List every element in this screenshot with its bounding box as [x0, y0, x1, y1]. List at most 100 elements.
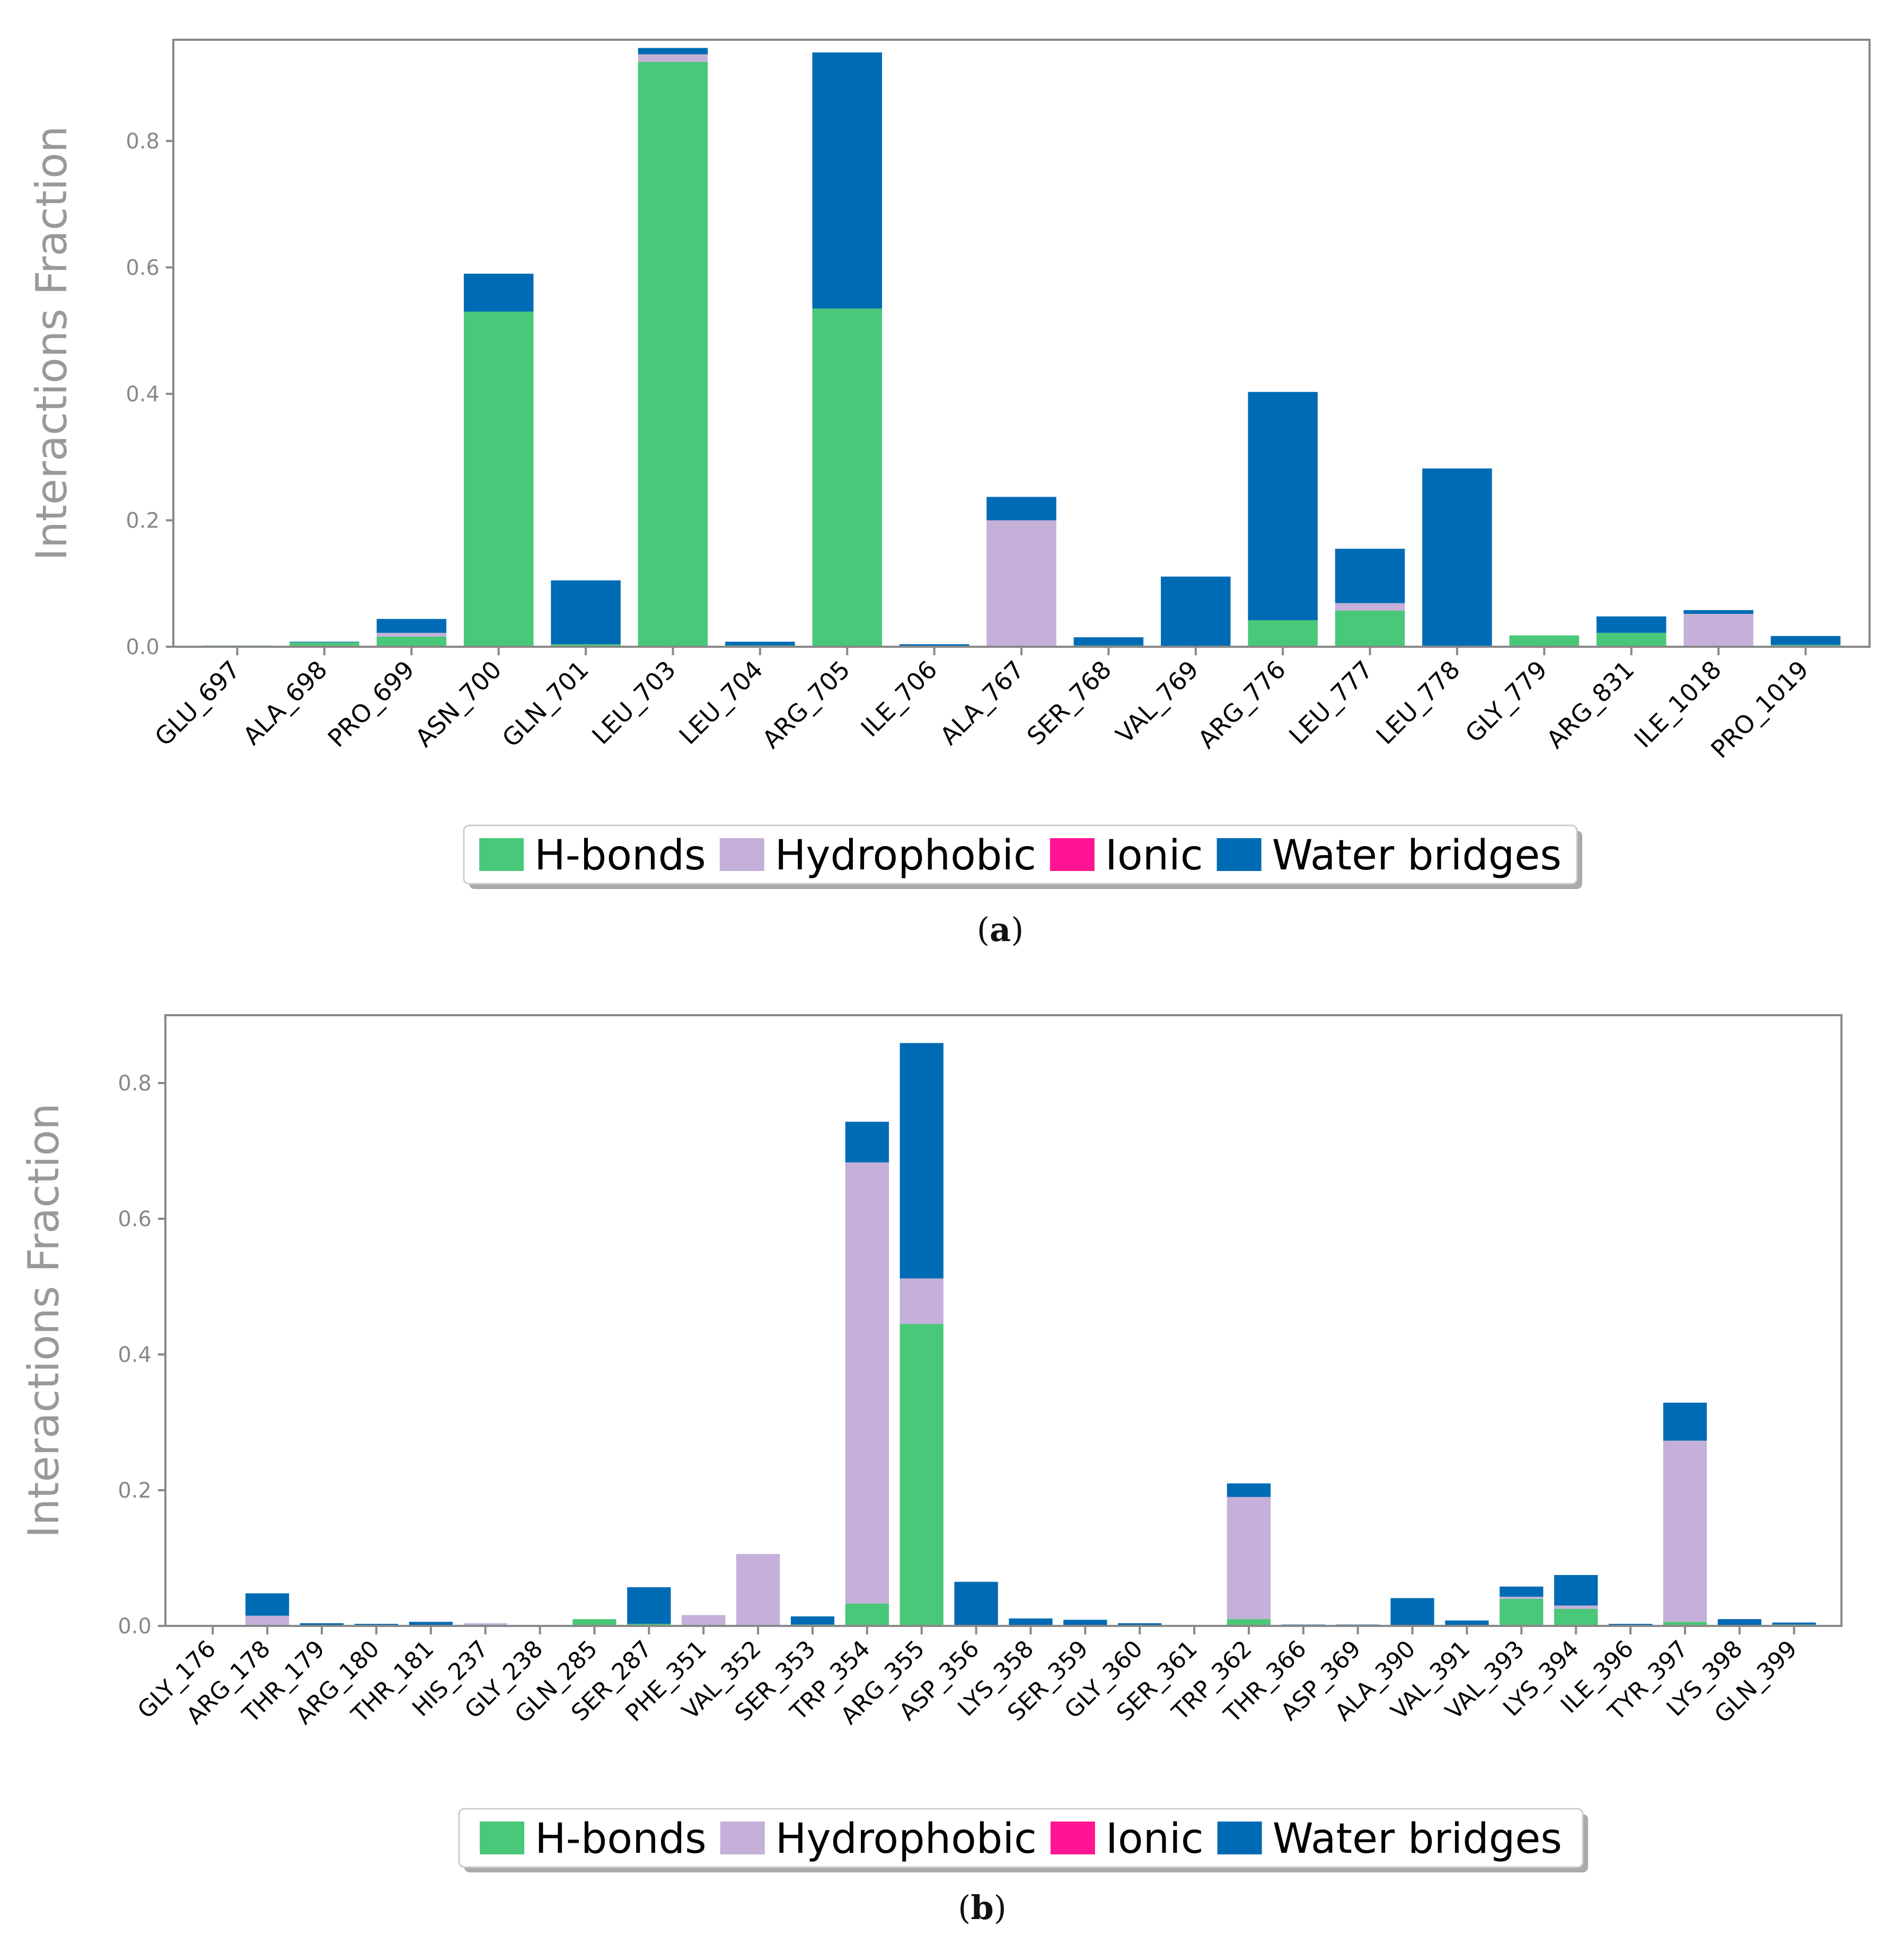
legend-label-hydrophobic: Hydrophobic	[775, 832, 1036, 879]
bar-water-lys_398	[1717, 1619, 1761, 1626]
bar-hbonds-ala_698	[289, 642, 359, 647]
bar-water-arg_776	[1248, 392, 1318, 620]
bars-b	[191, 1043, 1816, 1626]
bar-water-trp_354	[845, 1121, 889, 1163]
legend-swatch-water	[1217, 838, 1262, 871]
bar-water-val_393	[1500, 1586, 1544, 1597]
y-tick-label-b: 0.6	[118, 1207, 152, 1231]
bar-water-ile_706	[899, 644, 969, 646]
y-tick-label-b: 0.8	[118, 1071, 152, 1096]
bar-water-ser_768	[1073, 637, 1144, 646]
bar-hydrophobic-ala_767	[986, 520, 1056, 647]
bar-hydrophobic-val_352	[736, 1554, 780, 1626]
bar-water-leu_704	[725, 641, 795, 646]
bar-hydrophobic-arg_355	[900, 1278, 944, 1324]
legend-a: H-bonds Hydrophobic Ionic Water bridges	[463, 824, 1582, 889]
bar-hydrophobic-trp_362	[1227, 1497, 1271, 1620]
bar-water-ser_359	[1063, 1620, 1107, 1626]
y-tick-label-a: 0.2	[126, 508, 160, 533]
bar-hydrophobic-his_237	[463, 1623, 507, 1626]
bar-water-ala_767	[986, 497, 1056, 521]
y-tick-label-b: 0.0	[118, 1614, 152, 1639]
bar-hbonds-trp_362	[1227, 1619, 1271, 1626]
bar-water-trp_362	[1227, 1483, 1271, 1497]
legend-label-ionic: Ionic	[1105, 832, 1203, 879]
bar-water-thr_179	[299, 1623, 344, 1626]
bar-hydrophobic-tyr_397	[1663, 1440, 1707, 1622]
y-tick-label-a: 0.6	[126, 256, 160, 280]
bar-water-gln_399	[1772, 1622, 1816, 1625]
bar-water-val_769	[1161, 576, 1231, 647]
bar-water-ser_287	[627, 1587, 671, 1624]
y-tick-label-b: 0.4	[118, 1343, 152, 1367]
bar-water-lys_358	[1009, 1618, 1053, 1626]
bar-water-ile_1018	[1683, 610, 1753, 614]
legend-swatch-ionic	[1050, 838, 1095, 871]
bar-water-pro_699	[376, 619, 447, 633]
bar-water-gly_360	[1118, 1623, 1162, 1626]
bar-water-gln_701	[551, 580, 621, 645]
bar-water-leu_777	[1335, 549, 1405, 603]
legend-label-ionic: Ionic	[1106, 1815, 1204, 1863]
y-axis-label-b: Interactions Fraction	[19, 1103, 68, 1538]
bar-water-arg_831	[1596, 616, 1667, 633]
y-tick-label-a: 0.8	[126, 129, 160, 154]
bar-water-asp_356	[954, 1581, 998, 1626]
bar-hbonds-trp_354	[845, 1603, 889, 1626]
legend-label-hbonds: H-bonds	[535, 1815, 707, 1863]
bar-water-lys_394	[1554, 1575, 1598, 1606]
bar-hbonds-tyr_397	[1663, 1622, 1707, 1626]
legend-swatch-hbonds	[480, 1822, 525, 1854]
legend-swatch-hydrophobic	[720, 1822, 765, 1854]
legend-label-water: Water bridges	[1273, 1815, 1562, 1863]
bar-hbonds-arg_355	[900, 1324, 944, 1626]
bar-hbonds-leu_703	[638, 61, 708, 647]
bar-hbonds-val_393	[1500, 1598, 1544, 1626]
legend-swatch-hbonds	[479, 838, 524, 871]
y-tick-label-a: 0.4	[126, 382, 160, 407]
bar-water-thr_181	[409, 1622, 453, 1626]
legend-swatch-ionic	[1050, 1822, 1095, 1854]
legend-label-water: Water bridges	[1272, 832, 1562, 879]
panel-caption-b: (b)	[958, 1888, 1007, 1927]
legend-swatch-water	[1217, 1822, 1262, 1854]
bar-hydrophobic-lys_394	[1554, 1605, 1598, 1609]
bar-water-pro_1019	[1770, 636, 1841, 645]
legend-label-hydrophobic: Hydrophobic	[775, 1815, 1037, 1863]
bar-water-leu_778	[1422, 468, 1492, 647]
bar-water-val_391	[1445, 1620, 1489, 1626]
bar-water-ala_698	[289, 641, 359, 643]
legend-swatch-hydrophobic	[719, 838, 764, 871]
bar-hbonds-pro_699	[376, 636, 447, 647]
bar-hydrophobic-phe_351	[682, 1615, 726, 1626]
bar-hbonds-leu_777	[1335, 611, 1405, 647]
bar-hydrophobic-leu_777	[1335, 603, 1405, 611]
plot-frame-b	[164, 1014, 1843, 1627]
bar-hydrophobic-arg_178	[245, 1615, 289, 1626]
bar-hydrophobic-pro_699	[376, 632, 447, 637]
bar-hydrophobic-ile_1018	[1683, 613, 1753, 647]
bar-water-arg_355	[900, 1043, 944, 1279]
panel-caption-a: (a)	[977, 910, 1024, 949]
bar-hbonds-gly_779	[1509, 635, 1580, 647]
legend-b: H-bonds Hydrophobic Ionic Water bridges	[458, 1808, 1588, 1872]
y-tick-label-a: 0.0	[126, 635, 160, 659]
bar-hbonds-arg_831	[1596, 632, 1667, 647]
bar-hbonds-gln_701	[551, 644, 621, 647]
bar-water-ala_390	[1390, 1598, 1434, 1626]
bar-hydrophobic-trp_354	[845, 1162, 889, 1604]
bar-water-tyr_397	[1663, 1402, 1707, 1441]
bar-water-arg_178	[245, 1593, 289, 1616]
bar-hbonds-lys_394	[1554, 1609, 1598, 1626]
bar-hbonds-gln_285	[572, 1619, 616, 1626]
bar-hbonds-arg_705	[812, 308, 882, 647]
bar-water-leu_703	[638, 48, 708, 55]
y-axis-label-a: Interactions Fraction	[27, 126, 76, 560]
bar-water-ser_353	[790, 1616, 835, 1625]
legend-label-hbonds: H-bonds	[534, 832, 706, 879]
bar-water-arg_705	[812, 52, 882, 309]
y-tick-label-b: 0.2	[118, 1479, 152, 1503]
bar-hbonds-asn_700	[463, 311, 534, 647]
